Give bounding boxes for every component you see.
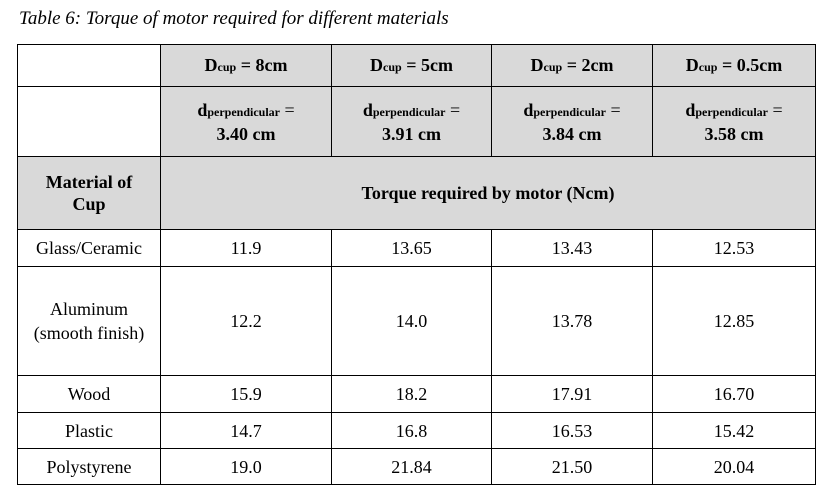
- value-cell: 20.04: [652, 448, 816, 485]
- torque-table: Dcup = 8cm Dcup = 5cm Dcup = 2cm Dcup = …: [17, 44, 816, 485]
- diameter-header-2: Dcup = 5cm: [331, 44, 492, 87]
- value-cell: 16.53: [491, 412, 653, 449]
- perpendicular-header-2: dperpendicular = 3.91 cm: [331, 86, 492, 157]
- torque-header: Torque required by motor (Ncm): [160, 156, 816, 230]
- value-cell: 13.65: [331, 229, 492, 267]
- material-cell: Polystyrene: [17, 448, 161, 485]
- value-cell: 16.8: [331, 412, 492, 449]
- value-cell: 14.7: [160, 412, 332, 449]
- diameter-header-row: Dcup = 8cm Dcup = 5cm Dcup = 2cm Dcup = …: [17, 44, 816, 87]
- value-cell: 14.0: [331, 266, 492, 376]
- material-cell: Aluminum (smooth finish): [17, 266, 161, 376]
- material-cell: Wood: [17, 375, 161, 413]
- value-cell: 12.53: [652, 229, 816, 267]
- value-cell: 18.2: [331, 375, 492, 413]
- diameter-header-1: Dcup = 8cm: [160, 44, 332, 87]
- perpendicular-header-1: dperpendicular = 3.40 cm: [160, 86, 332, 157]
- value-cell: 12.2: [160, 266, 332, 376]
- value-cell: 15.9: [160, 375, 332, 413]
- diameter-header-4: Dcup = 0.5cm: [652, 44, 816, 87]
- value-cell: 13.43: [491, 229, 653, 267]
- blank-corner-cell-2: [17, 86, 161, 157]
- material-torque-header-row: Material of Cup Torque required by motor…: [17, 156, 816, 230]
- table-row: Aluminum (smooth finish) 12.2 14.0 13.78…: [17, 266, 816, 376]
- perpendicular-header-row: dperpendicular = 3.40 cm dperpendicular =…: [17, 86, 816, 157]
- table-caption: Table 6: Torque of motor required for di…: [19, 8, 449, 29]
- value-cell: 21.84: [331, 448, 492, 485]
- value-cell: 15.42: [652, 412, 816, 449]
- table-row: Glass/Ceramic 11.9 13.65 13.43 12.53: [17, 229, 816, 267]
- value-cell: 12.85: [652, 266, 816, 376]
- blank-corner-cell: [17, 44, 161, 87]
- material-header: Material of Cup: [17, 156, 161, 230]
- value-cell: 17.91: [491, 375, 653, 413]
- value-cell: 16.70: [652, 375, 816, 413]
- table-row: Plastic 14.7 16.8 16.53 15.42: [17, 412, 816, 449]
- table-row: Wood 15.9 18.2 17.91 16.70: [17, 375, 816, 413]
- value-cell: 21.50: [491, 448, 653, 485]
- table-row: Polystyrene 19.0 21.84 21.50 20.04: [17, 448, 816, 485]
- perpendicular-header-4: dperpendicular = 3.58 cm: [652, 86, 816, 157]
- material-cell: Glass/Ceramic: [17, 229, 161, 267]
- value-cell: 13.78: [491, 266, 653, 376]
- material-cell: Plastic: [17, 412, 161, 449]
- value-cell: 19.0: [160, 448, 332, 485]
- perpendicular-header-3: dperpendicular = 3.84 cm: [491, 86, 653, 157]
- diameter-header-3: Dcup = 2cm: [491, 44, 653, 87]
- value-cell: 11.9: [160, 229, 332, 267]
